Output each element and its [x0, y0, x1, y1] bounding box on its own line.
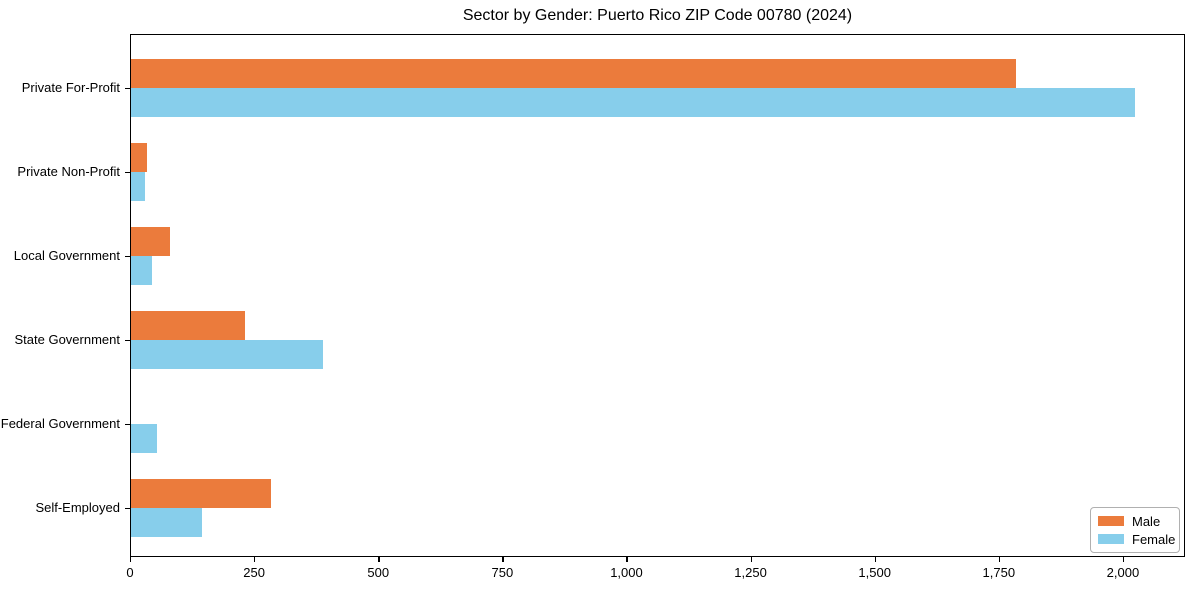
y-tick-4 [125, 424, 130, 426]
x-tick-label-8: 2,000 [1106, 565, 1140, 580]
female-color-swatch [1098, 534, 1124, 544]
x-tick-7 [998, 557, 1001, 562]
male-bar-3 [130, 311, 246, 340]
x-tick-label-3: 750 [491, 565, 514, 580]
male-bar-5 [130, 479, 272, 508]
y-tick-0 [125, 88, 130, 90]
female-bar-2 [130, 256, 153, 285]
y-tick-label-0: Private For-Profit [21, 80, 120, 95]
legend-item-male: Male [1098, 514, 1179, 529]
female-bar-0 [130, 88, 1136, 117]
x-tick-4 [626, 557, 628, 562]
x-tick-label-7: 1,750 [982, 565, 1016, 580]
y-tick-label-2: Local Government [13, 248, 120, 263]
female-bar-4 [130, 424, 158, 453]
male-bar-2 [130, 227, 170, 256]
x-tick-3 [502, 557, 504, 562]
legend-label-female: Female [1132, 531, 1176, 547]
y-tick-label-5: Self-Employed [35, 500, 120, 515]
male-bar-1 [130, 143, 148, 172]
x-tick-2 [378, 557, 380, 562]
female-bar-3 [130, 340, 323, 369]
x-tick-1 [254, 557, 256, 562]
x-tick-0 [130, 557, 132, 562]
x-tick-label-4: 1,000 [610, 565, 643, 580]
x-tick-label-6: 1,500 [858, 565, 891, 580]
female-bar-1 [130, 172, 145, 201]
y-tick-2 [125, 256, 130, 258]
x-tick-label-1: 250 [243, 565, 265, 580]
male-color-swatch [1098, 516, 1124, 526]
x-tick-label-5: 1,250 [734, 565, 767, 580]
legend-item-female: Female [1098, 532, 1179, 547]
male-bar-0 [130, 59, 1017, 88]
y-tick-label-4: Federal Government [0, 416, 120, 431]
y-tick-3 [125, 340, 130, 342]
x-tick-label-0: 0 [126, 565, 134, 580]
legend: Male Female [1090, 507, 1180, 553]
y-tick-label-1: Private Non-Profit [17, 164, 120, 179]
x-tick-5 [750, 557, 752, 562]
x-tick-label-2: 500 [367, 565, 390, 580]
chart-title: Sector by Gender: Puerto Rico ZIP Code 0… [462, 7, 853, 24]
x-tick-8 [1122, 557, 1125, 562]
female-bar-5 [130, 508, 202, 537]
y-tick-1 [125, 172, 130, 174]
y-tick-label-3: State Government [14, 332, 121, 347]
legend-label-male: Male [1132, 513, 1161, 529]
y-tick-5 [125, 508, 130, 510]
x-tick-6 [874, 557, 876, 562]
